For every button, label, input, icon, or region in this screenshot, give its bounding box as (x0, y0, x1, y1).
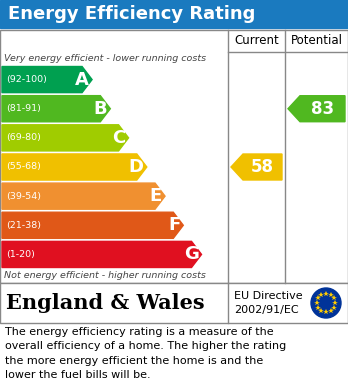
Text: (55-68): (55-68) (6, 163, 41, 172)
Text: C: C (112, 129, 126, 147)
Text: G: G (184, 246, 198, 264)
Polygon shape (2, 183, 165, 209)
Text: A: A (75, 70, 89, 89)
Text: (81-91): (81-91) (6, 104, 41, 113)
Text: Not energy efficient - higher running costs: Not energy efficient - higher running co… (4, 271, 206, 280)
Text: (39-54): (39-54) (6, 192, 41, 201)
Polygon shape (231, 154, 282, 180)
Text: (92-100): (92-100) (6, 75, 47, 84)
Polygon shape (2, 96, 110, 122)
Polygon shape (2, 154, 147, 180)
Polygon shape (2, 66, 92, 93)
Text: 83: 83 (311, 100, 334, 118)
Bar (0, 0, 348, 28)
Polygon shape (2, 125, 128, 151)
Text: B: B (94, 100, 107, 118)
Text: (21-38): (21-38) (6, 221, 41, 230)
Text: England & Wales: England & Wales (6, 293, 205, 313)
Polygon shape (2, 241, 201, 267)
Text: 58: 58 (251, 158, 274, 176)
Polygon shape (2, 212, 183, 239)
Text: F: F (168, 216, 180, 234)
Text: D: D (129, 158, 144, 176)
Bar (0, 30, 348, 283)
Text: Very energy efficient - lower running costs: Very energy efficient - lower running co… (4, 54, 206, 63)
Text: (69-80): (69-80) (6, 133, 41, 142)
Text: Energy Efficiency Rating: Energy Efficiency Rating (8, 5, 255, 23)
Circle shape (311, 288, 341, 318)
Text: EU Directive
2002/91/EC: EU Directive 2002/91/EC (234, 291, 303, 315)
Text: Current: Current (234, 34, 279, 47)
Text: (1-20): (1-20) (6, 250, 35, 259)
Polygon shape (288, 96, 345, 122)
Text: The energy efficiency rating is a measure of the
overall efficiency of a home. T: The energy efficiency rating is a measur… (5, 327, 286, 380)
Text: Potential: Potential (291, 34, 342, 47)
Text: E: E (150, 187, 162, 205)
Bar (0, 283, 348, 323)
